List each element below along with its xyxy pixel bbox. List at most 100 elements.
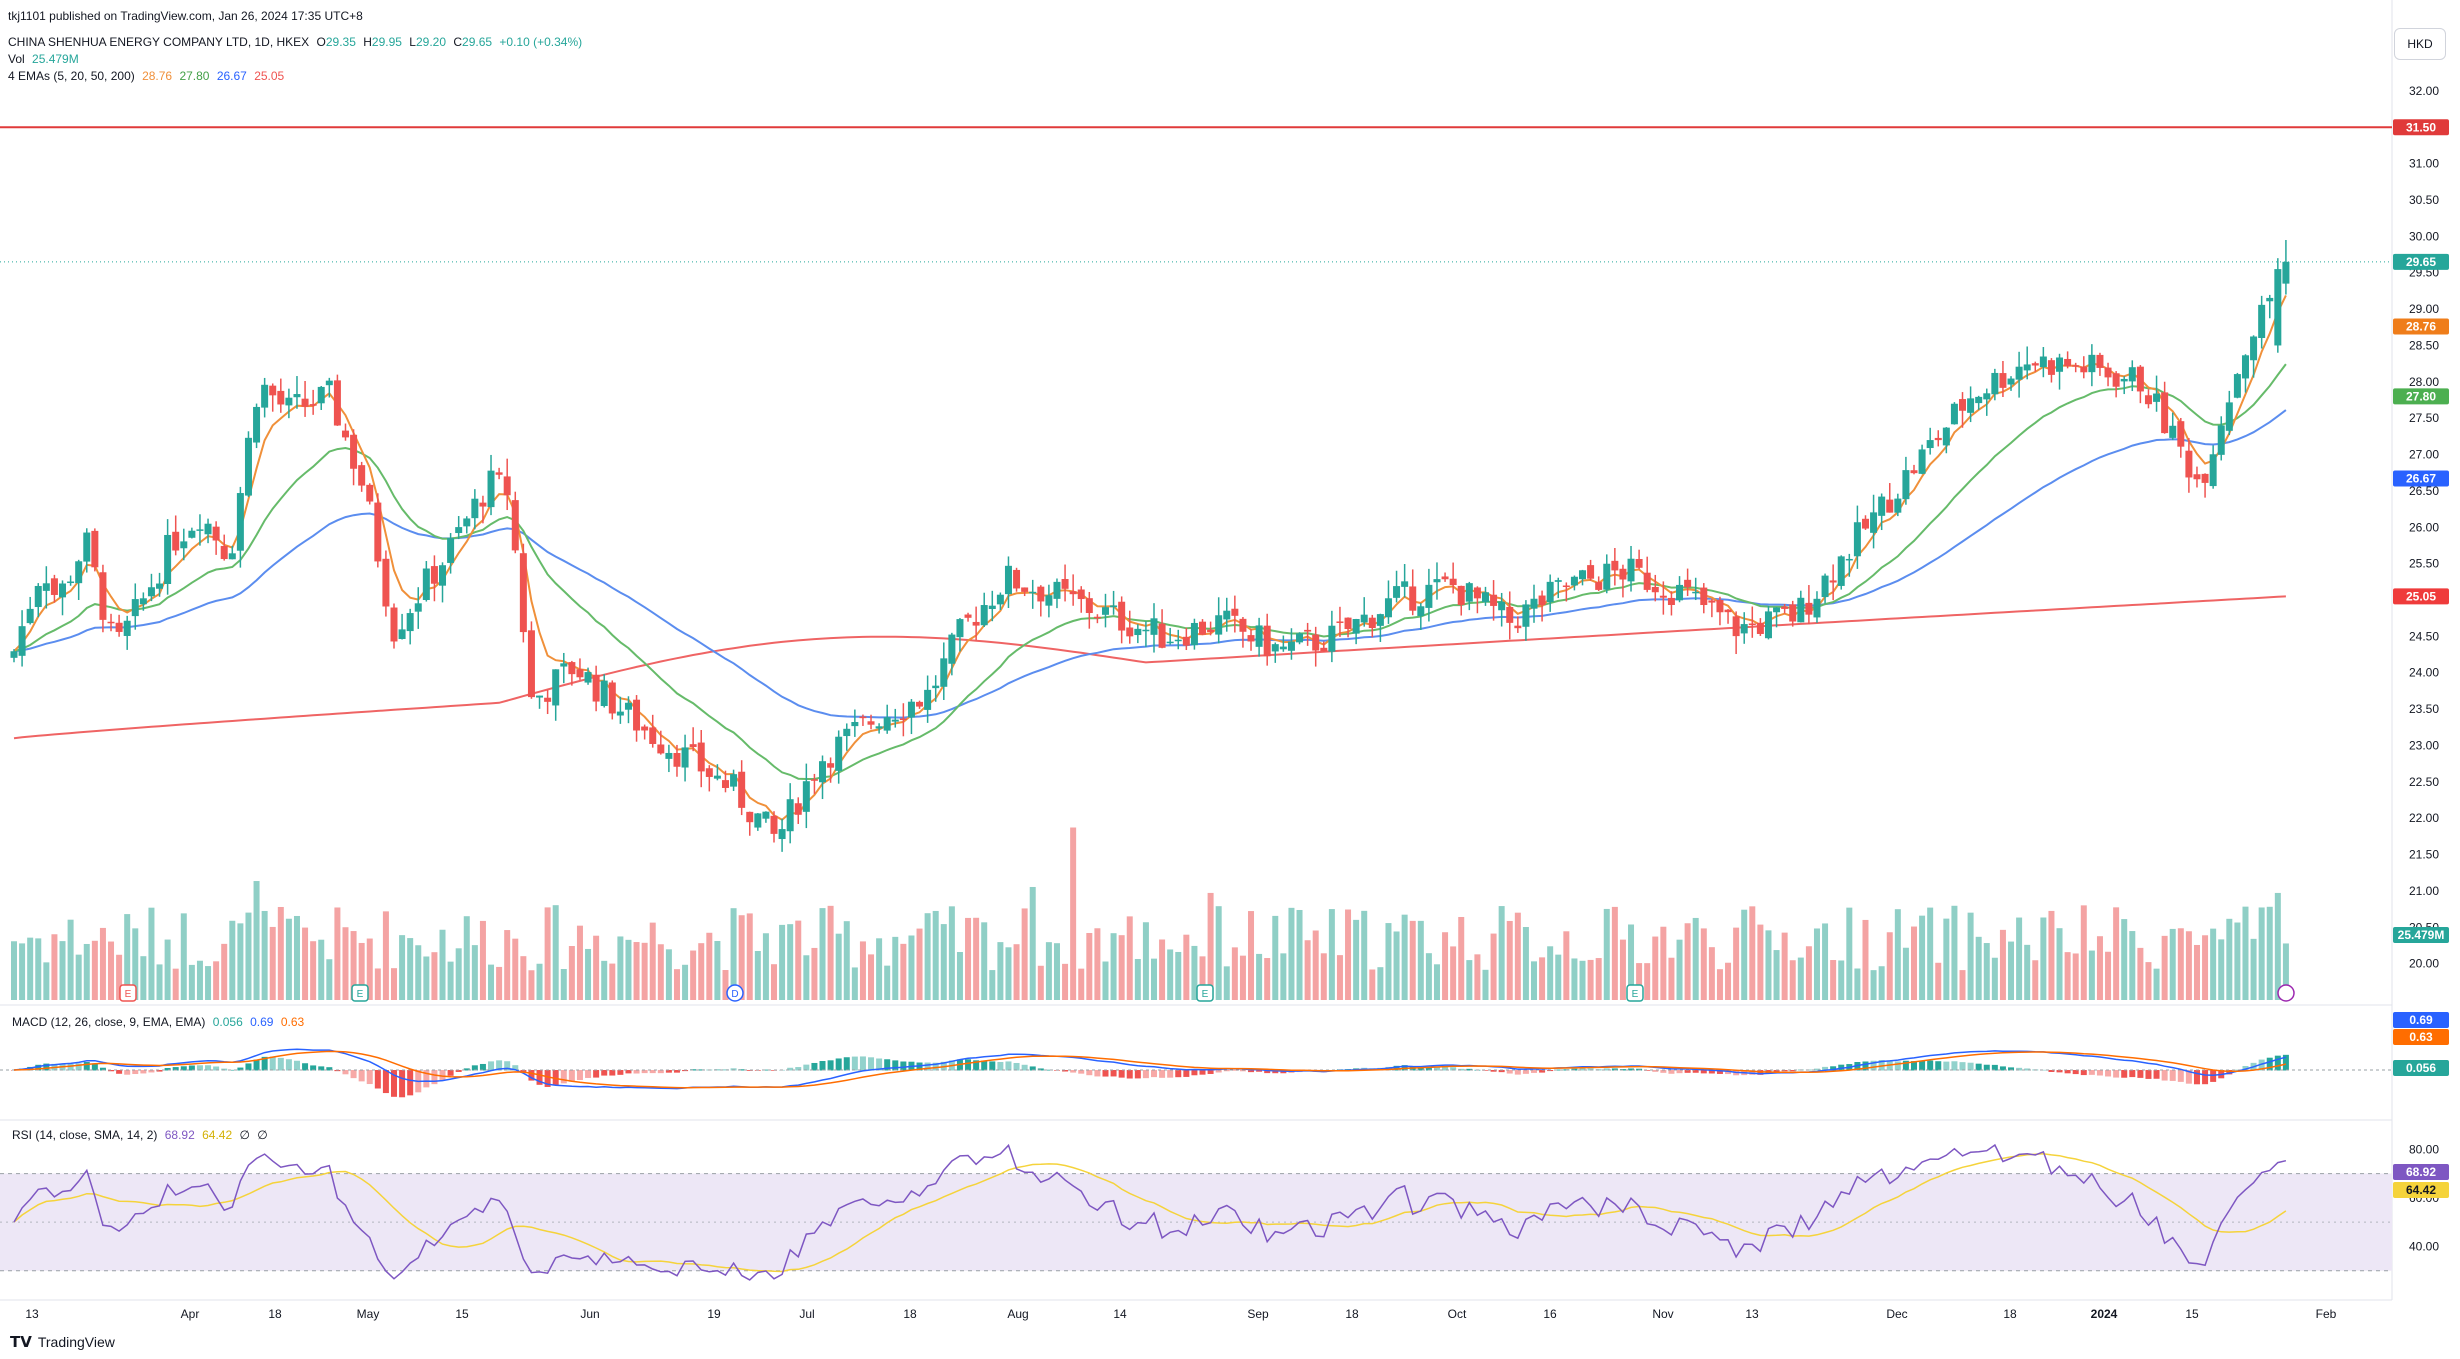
volume-bar: [1369, 969, 1376, 1000]
macd-hist-bar: [1183, 1070, 1190, 1077]
candle-body: [1384, 598, 1392, 618]
macd-hist-bar: [965, 1059, 972, 1071]
candle-body: [2266, 297, 2274, 302]
volume-bar: [196, 960, 203, 1000]
candle-body: [1255, 625, 1263, 647]
candle-body: [503, 476, 511, 496]
volume-bar: [568, 946, 575, 1000]
macd-hist-bar: [1579, 1068, 1586, 1071]
candle-body: [1805, 602, 1813, 615]
tradingview-logo[interactable]: 𝗧𝗩 TradingView: [10, 1333, 115, 1351]
volume-bar: [1231, 947, 1238, 1000]
volume-bar: [1660, 926, 1667, 1000]
volume-bar: [318, 939, 325, 1000]
volume-bar: [253, 881, 260, 1000]
macd-hist-label: 0.056: [2393, 1060, 2449, 1076]
volume-bar: [1862, 919, 1869, 1000]
candle-body: [1223, 610, 1231, 620]
candle-body: [1562, 585, 1570, 588]
volume-bar: [1320, 953, 1327, 1000]
macd-hist-bar: [1813, 1068, 1820, 1071]
candle-body: [657, 744, 665, 754]
volume-bar: [714, 940, 721, 1000]
volume-bar: [1086, 932, 1093, 1000]
candle-body: [770, 815, 778, 834]
candle-body: [721, 780, 729, 788]
time-tick-label: Jun: [580, 1307, 599, 1321]
macd-hist-bar: [1603, 1068, 1610, 1071]
volume-bar: [1409, 920, 1416, 1000]
volume-bar: [342, 927, 349, 1000]
symbol-name[interactable]: CHINA SHENHUA ENERGY COMPANY LTD, 1D, HK…: [8, 35, 310, 49]
candle-body: [1676, 584, 1684, 601]
macd-hist-bar: [1458, 1068, 1465, 1071]
candle-body: [996, 594, 1004, 605]
volume-bar: [156, 964, 163, 1000]
time-tick-label: Nov: [1652, 1307, 1673, 1321]
macd-hist-bar: [1862, 1061, 1869, 1071]
rsi-legend[interactable]: RSI (14, close, SMA, 14, 2) 68.92 64.42 …: [12, 1127, 272, 1143]
macd-hist-value: 0.056: [212, 1015, 243, 1029]
volume-bar: [673, 969, 680, 1000]
macd-hist-bar: [83, 1061, 90, 1071]
candle-body: [2104, 367, 2112, 378]
volume-bar: [835, 933, 842, 1000]
candle-body: [1934, 437, 1942, 441]
ema-legend[interactable]: 4 EMAs (5, 20, 50, 200) 28.76 27.80 26.6…: [8, 68, 288, 84]
macd-hist-bar: [1482, 1070, 1489, 1071]
candle-body: [1530, 598, 1538, 609]
macd-hist-bar: [213, 1066, 220, 1071]
candle-body: [1199, 621, 1207, 635]
currency-button[interactable]: HKD: [2394, 28, 2446, 60]
candle-body: [754, 813, 762, 828]
volume-bar: [205, 966, 212, 1000]
macd-hist-bar: [1919, 1060, 1926, 1071]
volume-bar: [1749, 906, 1756, 1000]
macd-hist-bar: [593, 1070, 600, 1078]
candle-body: [1878, 496, 1886, 516]
macd-hist-bar: [2210, 1070, 2217, 1082]
macd-hist-bar: [1433, 1066, 1440, 1071]
macd-hist-bar: [1215, 1070, 1222, 1073]
candle-body: [325, 380, 333, 386]
macd-hist-bar: [1708, 1070, 1715, 1074]
candle-body: [2039, 356, 2047, 368]
candle-body: [261, 384, 269, 408]
candle-body: [1069, 591, 1077, 595]
volume-bar: [908, 935, 915, 1000]
volume-legend[interactable]: Vol 25.479M: [8, 51, 83, 67]
macd-hist-bar: [843, 1057, 850, 1071]
volume-bar: [1110, 933, 1117, 1000]
publisher-line: tkj1101 published on TradingView.com, Ja…: [8, 8, 367, 24]
rsi-extra2: ∅: [257, 1128, 268, 1142]
macd-hist-bar: [512, 1065, 519, 1071]
volume-bar: [1822, 923, 1829, 1000]
macd-hist-bar: [75, 1063, 82, 1071]
volume-bar: [1506, 920, 1513, 1000]
volume-price-label-text: 25.479M: [2398, 928, 2445, 942]
macd-legend[interactable]: MACD (12, 26, close, 9, EMA, EMA) 0.056 …: [12, 1014, 308, 1030]
candle-body: [1142, 629, 1150, 632]
volume-bar: [1878, 966, 1885, 1000]
candle-body: [924, 689, 932, 710]
candle-body: [447, 538, 455, 563]
candle-body: [681, 747, 689, 768]
volume-bar: [229, 920, 236, 1000]
candle-body: [439, 565, 447, 586]
macd-hist-bar: [1886, 1061, 1893, 1071]
macd-hist-bar: [1773, 1070, 1780, 1073]
candle-body: [972, 621, 980, 626]
macd-hist-bar: [819, 1061, 826, 1071]
last-price-label: 29.65: [2393, 253, 2449, 270]
macd-hist-bar: [1959, 1062, 1966, 1071]
volume-bar: [91, 940, 98, 1000]
candle-body: [1506, 607, 1514, 623]
volume-bar: [948, 906, 955, 1000]
candle-body: [1845, 558, 1853, 561]
macd-hist-bar: [730, 1068, 737, 1071]
volume-bar: [787, 924, 794, 1000]
candle-body: [2258, 304, 2266, 338]
volume-bar: [1886, 932, 1893, 1000]
volume-bar: [2072, 953, 2079, 1000]
